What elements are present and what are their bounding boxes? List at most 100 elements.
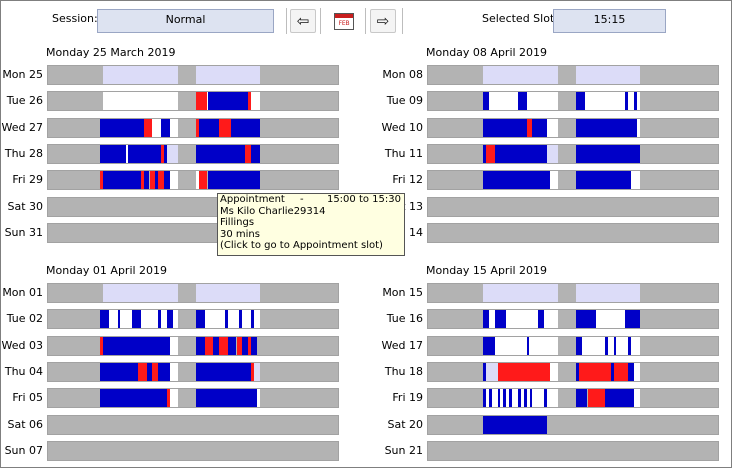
day-schedule-bar[interactable] (427, 143, 719, 164)
day-schedule-bar[interactable] (427, 309, 719, 330)
free-slot[interactable] (575, 336, 640, 355)
booked-slot[interactable] (224, 310, 228, 329)
booked-slot[interactable] (251, 336, 257, 355)
day-schedule-bar[interactable] (47, 361, 339, 382)
booked-slot[interactable] (575, 118, 637, 137)
free-slot[interactable] (636, 118, 640, 137)
booked-slot[interactable] (483, 144, 486, 163)
day-schedule-bar[interactable] (427, 196, 719, 217)
flagged-slot[interactable] (166, 389, 170, 408)
booked-slot[interactable] (494, 310, 507, 329)
booked-slot[interactable] (575, 171, 631, 190)
session-field[interactable]: Normal (97, 9, 274, 33)
booked-slot[interactable] (155, 171, 159, 190)
free-slot[interactable] (549, 362, 559, 381)
booked-slot[interactable] (613, 336, 617, 355)
booked-slot[interactable] (143, 171, 150, 190)
booked-slot[interactable] (575, 362, 579, 381)
flagged-slot[interactable] (613, 362, 629, 381)
day-schedule-bar[interactable] (47, 170, 339, 191)
booked-slot[interactable] (164, 144, 167, 163)
booked-slot[interactable] (503, 389, 507, 408)
day-schedule-bar[interactable] (47, 388, 339, 409)
booked-slot[interactable] (242, 336, 249, 355)
flagged-slot[interactable] (161, 144, 164, 163)
booked-slot[interactable] (532, 118, 547, 137)
booked-slot[interactable] (610, 362, 614, 381)
booked-slot[interactable] (483, 92, 489, 111)
flagged-slot[interactable] (497, 362, 550, 381)
booked-slot[interactable] (483, 389, 486, 408)
booked-slot[interactable] (103, 336, 170, 355)
free-slot[interactable] (166, 144, 179, 163)
booked-slot[interactable] (628, 336, 631, 355)
booked-slot[interactable] (158, 310, 162, 329)
day-schedule-bar[interactable] (47, 117, 339, 138)
free-slot[interactable] (546, 118, 559, 137)
flagged-slot[interactable] (526, 118, 533, 137)
booked-slot[interactable] (207, 171, 260, 190)
booked-slot[interactable] (483, 415, 547, 434)
free-slot[interactable] (483, 336, 559, 355)
day-schedule-bar[interactable] (427, 170, 719, 191)
booked-slot[interactable] (164, 171, 170, 190)
booked-slot[interactable] (100, 310, 109, 329)
free-slot[interactable] (631, 171, 640, 190)
booked-slot[interactable] (497, 389, 501, 408)
booked-slot[interactable] (575, 389, 588, 408)
flagged-slot[interactable] (143, 118, 153, 137)
free-slot[interactable] (103, 66, 179, 84)
free-slot[interactable] (549, 171, 559, 190)
flagged-slot[interactable] (248, 92, 251, 111)
free-slot[interactable] (103, 284, 179, 302)
free-slot[interactable] (195, 171, 199, 190)
booked-slot[interactable] (483, 118, 527, 137)
previous-week-button[interactable]: ⇦ (290, 9, 316, 33)
booked-slot[interactable] (117, 310, 121, 329)
booked-slot[interactable] (575, 336, 582, 355)
booked-slot[interactable] (207, 92, 249, 111)
booked-slot[interactable] (103, 171, 141, 190)
booked-slot[interactable] (526, 336, 530, 355)
booked-slot[interactable] (523, 389, 527, 408)
booked-slot[interactable] (166, 310, 173, 329)
day-schedule-bar[interactable] (47, 283, 339, 303)
day-schedule-bar[interactable] (427, 335, 719, 356)
booked-slot[interactable] (517, 92, 527, 111)
free-slot[interactable] (256, 389, 260, 408)
flagged-slot[interactable] (140, 171, 144, 190)
booked-slot[interactable] (161, 118, 170, 137)
booked-slot[interactable] (195, 144, 246, 163)
day-schedule-bar[interactable] (47, 143, 339, 164)
booked-slot[interactable] (146, 362, 153, 381)
flagged-slot[interactable] (578, 362, 611, 381)
booked-slot[interactable] (633, 92, 637, 111)
flagged-slot[interactable] (195, 118, 199, 137)
free-slot[interactable] (152, 118, 162, 137)
booked-slot[interactable] (494, 144, 547, 163)
booked-slot[interactable] (483, 362, 486, 381)
free-slot[interactable] (253, 362, 260, 381)
booked-slot[interactable] (604, 336, 608, 355)
booked-slot[interactable] (198, 118, 220, 137)
booked-slot[interactable] (227, 336, 237, 355)
calendar-button[interactable]: FEB (334, 13, 354, 30)
day-schedule-bar[interactable] (427, 91, 719, 112)
free-slot[interactable] (486, 362, 498, 381)
day-schedule-bar[interactable] (427, 222, 719, 243)
day-schedule-bar[interactable] (47, 91, 339, 112)
free-slot[interactable] (633, 389, 640, 408)
booked-slot[interactable] (239, 310, 243, 329)
booked-slot[interactable] (483, 310, 489, 329)
flagged-slot[interactable] (100, 336, 104, 355)
flagged-slot[interactable] (248, 336, 251, 355)
free-slot[interactable] (575, 66, 640, 84)
day-schedule-bar[interactable] (427, 440, 719, 461)
free-slot[interactable] (169, 389, 179, 408)
flagged-slot[interactable] (587, 389, 605, 408)
day-schedule-bar[interactable] (427, 283, 719, 303)
flagged-slot[interactable] (100, 171, 104, 190)
day-schedule-bar[interactable] (47, 440, 339, 461)
booked-slot[interactable] (100, 118, 144, 137)
booked-slot[interactable] (230, 118, 260, 137)
